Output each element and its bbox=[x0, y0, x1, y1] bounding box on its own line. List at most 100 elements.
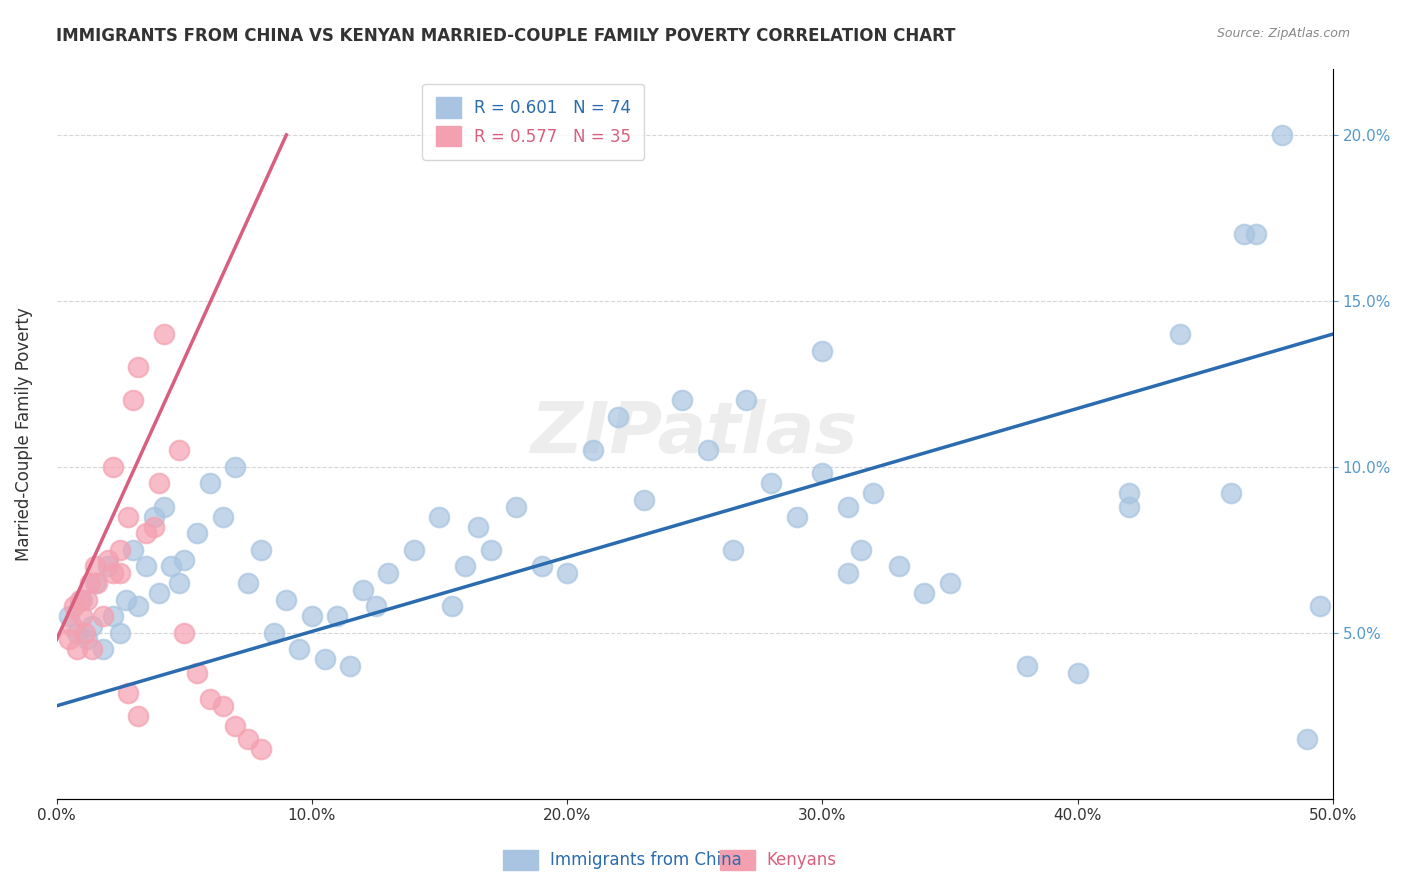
Text: IMMIGRANTS FROM CHINA VS KENYAN MARRIED-COUPLE FAMILY POVERTY CORRELATION CHART: IMMIGRANTS FROM CHINA VS KENYAN MARRIED-… bbox=[56, 27, 956, 45]
Point bbox=[153, 500, 176, 514]
Point bbox=[454, 559, 477, 574]
Point bbox=[1168, 327, 1191, 342]
Point bbox=[97, 559, 120, 574]
Point bbox=[66, 625, 89, 640]
Point bbox=[633, 493, 655, 508]
Point bbox=[135, 559, 157, 574]
Point bbox=[555, 566, 578, 580]
Point bbox=[250, 542, 273, 557]
Point bbox=[1296, 731, 1319, 746]
Point bbox=[91, 609, 114, 624]
Point bbox=[1271, 128, 1294, 142]
Point bbox=[117, 685, 139, 699]
Point bbox=[607, 410, 630, 425]
Point bbox=[1118, 486, 1140, 500]
Point bbox=[1246, 227, 1268, 242]
Point bbox=[211, 509, 233, 524]
Point bbox=[250, 742, 273, 756]
Legend: R = 0.601   N = 74, R = 0.577   N = 35: R = 0.601 N = 74, R = 0.577 N = 35 bbox=[422, 84, 644, 160]
Point bbox=[224, 459, 246, 474]
Point bbox=[186, 526, 208, 541]
Point bbox=[101, 609, 124, 624]
Point bbox=[734, 393, 756, 408]
Point bbox=[339, 659, 361, 673]
Point bbox=[849, 542, 872, 557]
Point bbox=[101, 459, 124, 474]
Point bbox=[314, 652, 336, 666]
Point bbox=[224, 719, 246, 733]
Point bbox=[862, 486, 884, 500]
Point bbox=[114, 592, 136, 607]
Point bbox=[211, 698, 233, 713]
Point bbox=[1066, 665, 1088, 680]
Point bbox=[887, 559, 910, 574]
Point bbox=[288, 642, 311, 657]
Point bbox=[671, 393, 693, 408]
Point bbox=[79, 576, 101, 591]
Point bbox=[811, 343, 834, 358]
Point bbox=[276, 592, 298, 607]
Point bbox=[110, 625, 132, 640]
Point bbox=[122, 393, 145, 408]
Text: Source: ZipAtlas.com: Source: ZipAtlas.com bbox=[1216, 27, 1350, 40]
Point bbox=[83, 559, 105, 574]
Text: Immigrants from China: Immigrants from China bbox=[550, 851, 741, 869]
Point bbox=[939, 576, 962, 591]
Point bbox=[142, 519, 165, 533]
Text: ZIPatlas: ZIPatlas bbox=[531, 399, 859, 468]
Point bbox=[117, 509, 139, 524]
Point bbox=[173, 625, 195, 640]
Point bbox=[66, 642, 89, 657]
Point bbox=[364, 599, 387, 614]
Point bbox=[1015, 659, 1038, 673]
Point bbox=[721, 542, 744, 557]
Point bbox=[70, 592, 93, 607]
Point bbox=[160, 559, 183, 574]
Point bbox=[811, 467, 834, 481]
Point bbox=[429, 509, 451, 524]
Point bbox=[837, 566, 859, 580]
Point bbox=[441, 599, 464, 614]
Point bbox=[60, 619, 83, 633]
Point bbox=[263, 625, 285, 640]
Point bbox=[76, 632, 98, 647]
Point bbox=[110, 542, 132, 557]
Point bbox=[1219, 486, 1241, 500]
Point bbox=[198, 692, 221, 706]
Point bbox=[127, 360, 149, 375]
Y-axis label: Married-Couple Family Poverty: Married-Couple Family Poverty bbox=[15, 307, 32, 560]
Point bbox=[1118, 500, 1140, 514]
Point bbox=[135, 526, 157, 541]
Point bbox=[467, 519, 489, 533]
Point bbox=[82, 619, 104, 633]
Point bbox=[186, 665, 208, 680]
Point bbox=[70, 609, 93, 624]
Point bbox=[73, 625, 96, 640]
Point bbox=[301, 609, 323, 624]
Point bbox=[167, 576, 190, 591]
Point bbox=[153, 327, 176, 342]
Point bbox=[148, 476, 170, 491]
Point bbox=[83, 576, 105, 591]
Point bbox=[837, 500, 859, 514]
Point bbox=[122, 542, 145, 557]
Point bbox=[142, 509, 165, 524]
Point bbox=[69, 592, 91, 607]
Point bbox=[326, 609, 349, 624]
Point bbox=[58, 609, 80, 624]
Point bbox=[1309, 599, 1331, 614]
Point bbox=[582, 443, 605, 458]
Point bbox=[236, 576, 259, 591]
Point bbox=[352, 582, 374, 597]
Point bbox=[82, 642, 104, 657]
Point bbox=[236, 731, 259, 746]
Point bbox=[127, 599, 149, 614]
Point bbox=[91, 642, 114, 657]
Point bbox=[97, 553, 120, 567]
Point bbox=[761, 476, 783, 491]
Point bbox=[786, 509, 808, 524]
Point bbox=[1232, 227, 1254, 242]
Point bbox=[696, 443, 718, 458]
Point bbox=[167, 443, 190, 458]
Point bbox=[127, 708, 149, 723]
